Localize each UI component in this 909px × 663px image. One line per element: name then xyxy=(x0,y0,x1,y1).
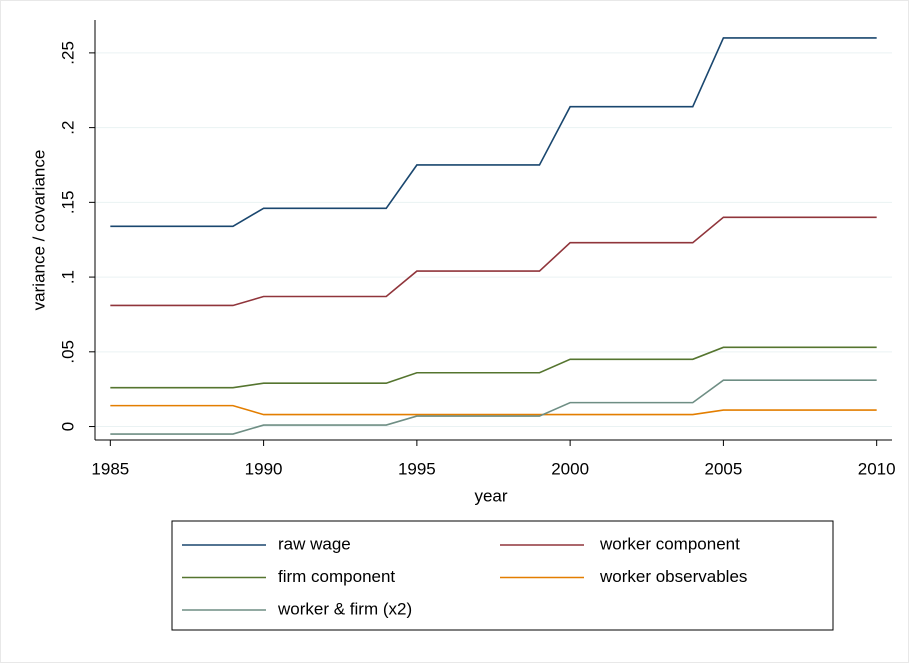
x-tick-label: 2010 xyxy=(858,459,896,478)
x-axis-label: year xyxy=(474,486,507,505)
y-tick-label: .15 xyxy=(58,191,77,215)
legend-label: firm component xyxy=(278,567,395,586)
y-tick-label: 0 xyxy=(58,422,77,431)
x-tick-label: 1995 xyxy=(398,459,436,478)
legend-label: worker component xyxy=(599,534,740,553)
y-tick-label: .2 xyxy=(58,121,77,135)
x-tick-label: 2000 xyxy=(551,459,589,478)
legend-label: raw wage xyxy=(278,534,351,553)
series-line xyxy=(110,379,877,435)
series-line xyxy=(110,346,877,389)
x-tick-label: 1985 xyxy=(91,459,129,478)
series-line xyxy=(110,37,877,228)
y-axis-label: variance / covariance xyxy=(29,150,48,311)
legend-label: worker & firm (x2) xyxy=(277,599,412,618)
y-tick-label: .1 xyxy=(58,270,77,284)
y-tick-label: .25 xyxy=(58,41,77,65)
series-line xyxy=(110,404,877,416)
series-line xyxy=(110,216,877,307)
x-tick-label: 2005 xyxy=(704,459,742,478)
y-tick-label: .05 xyxy=(58,340,77,364)
legend-box xyxy=(171,520,834,631)
legend-label: worker observables xyxy=(599,567,747,586)
x-tick-label: 1990 xyxy=(245,459,283,478)
